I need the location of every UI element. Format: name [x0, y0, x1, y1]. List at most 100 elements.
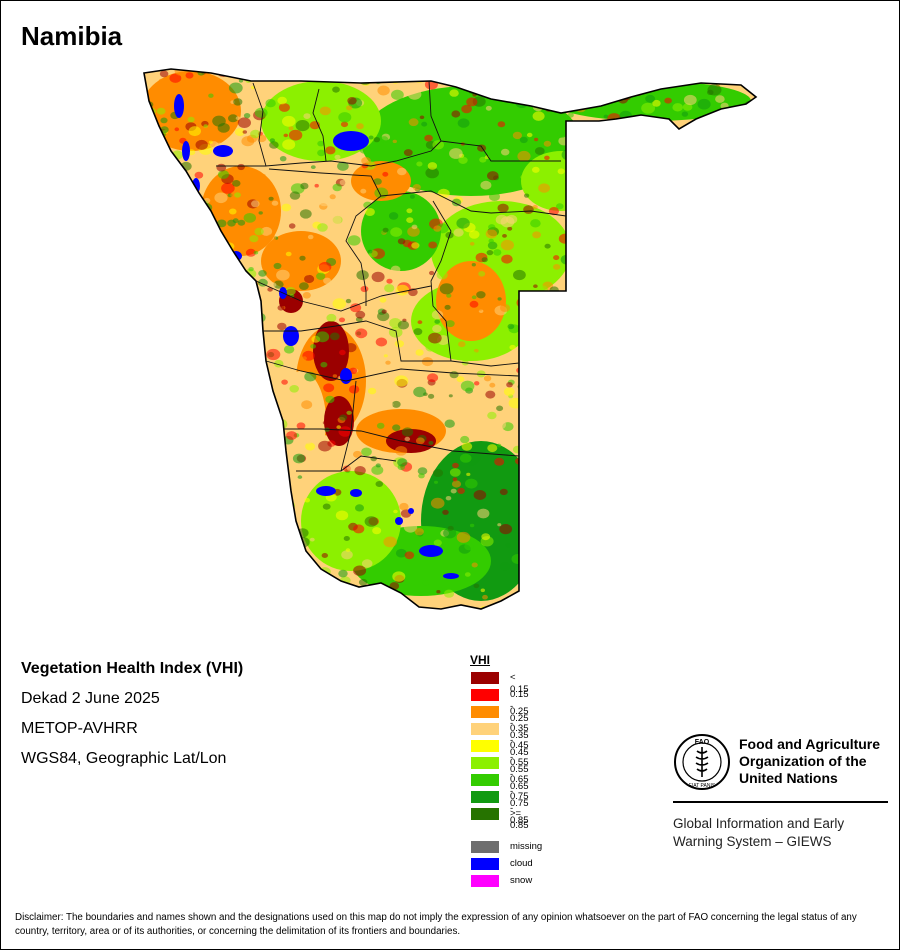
vhi-speckle: [269, 138, 275, 143]
vhi-speckle: [144, 441, 152, 448]
vhi-speckle: [487, 241, 498, 250]
vhi-speckle: [317, 149, 326, 157]
vhi-speckle: [534, 137, 539, 142]
vhi-speckle: [682, 490, 690, 497]
vhi-speckle: [183, 218, 188, 222]
vhi-speckle: [302, 268, 312, 276]
vhi-speckle: [568, 200, 575, 207]
vhi-speckle: [654, 564, 666, 573]
vhi-speckle: [754, 350, 756, 358]
vhi-speckle: [633, 226, 647, 237]
vhi-speckle: [477, 508, 490, 519]
vhi-speckle: [682, 103, 693, 111]
vhi-speckle: [194, 286, 208, 297]
vhi-speckle: [723, 461, 736, 472]
vhi-speckle: [609, 301, 618, 309]
vhi-speckle: [381, 166, 391, 174]
vhi-speckle: [445, 496, 452, 501]
vhi-speckle: [298, 590, 312, 601]
vhi-speckle: [237, 422, 246, 429]
vhi-speckle: [699, 148, 704, 153]
vhi-speckle: [156, 556, 161, 560]
vhi-speckle: [205, 274, 213, 280]
vhi-speckle: [406, 208, 413, 214]
legend-title: VHI: [470, 653, 491, 667]
vhi-speckle: [618, 78, 626, 85]
vhi-speckle: [319, 106, 331, 116]
vhi-speckle: [456, 217, 470, 229]
vhi-speckle: [238, 79, 244, 83]
vhi-speckle: [697, 515, 706, 522]
legend-classes: < 0.15 0.15 - 0.25 0.25 - 0.35 0.35 - 0.45 0…: [470, 670, 529, 831]
vhi-speckle: [593, 302, 606, 313]
vhi-speckle: [310, 165, 316, 170]
vhi-speckle: [183, 511, 193, 520]
vhi-speckle: [304, 274, 315, 284]
vhi-speckle: [457, 487, 465, 494]
projection-text: WGS84, Geographic Lat/Lon: [21, 750, 227, 767]
vhi-speckle: [417, 320, 423, 325]
vhi-speckle: [699, 486, 704, 490]
vhi-speckle: [557, 168, 565, 175]
vhi-speckle: [166, 213, 173, 219]
vhi-speckle: [485, 69, 494, 75]
legend-class-swatch: [471, 723, 499, 735]
vhi-speckle: [681, 393, 688, 399]
vhi-speckle: [686, 186, 697, 195]
vhi-speckle: [750, 387, 755, 391]
vhi-speckle: [355, 310, 366, 319]
vhi-speckle: [174, 277, 188, 289]
legend-class-swatch: [471, 791, 499, 803]
legend-class-row: 0.55 - 0.65: [470, 755, 529, 792]
vhi-speckle: [216, 463, 229, 473]
vhi-speckle: [599, 330, 606, 336]
vhi-speckle: [181, 587, 193, 597]
vhi-speckle: [370, 456, 378, 462]
vhi-speckle: [668, 406, 676, 414]
vhi-speckle: [501, 254, 513, 264]
vhi-speckle: [497, 121, 506, 128]
vhi-speckle: [304, 371, 317, 382]
vhi-speckle: [568, 159, 574, 164]
vhi-speckle: [544, 243, 551, 249]
vhi-speckle: [638, 242, 652, 253]
vhi-speckle: [353, 524, 365, 534]
vhi-speckle: [619, 157, 632, 167]
vhi-speckle: [745, 435, 752, 441]
vhi-speckle: [305, 442, 316, 451]
vhi-speckle: [487, 411, 497, 420]
vhi-speckle: [360, 285, 369, 293]
vhi-speckle: [303, 113, 311, 119]
vhi-speckle: [217, 123, 230, 133]
vhi-speckle: [532, 204, 538, 210]
vhi-speckle: [382, 227, 389, 233]
vhi-speckle: [144, 515, 146, 523]
vhi-speckle: [237, 501, 245, 508]
vhi-speckle: [567, 509, 578, 518]
cloud-patch: [350, 489, 362, 497]
vhi-speckle: [266, 595, 271, 599]
vhi-speckle: [260, 121, 269, 128]
vhi-speckle: [692, 481, 699, 486]
vhi-speckle: [749, 81, 756, 87]
vhi-speckle: [313, 606, 321, 609]
vhi-speckle: [581, 302, 591, 310]
vhi-speckle: [562, 96, 569, 102]
vhi-speckle: [521, 369, 531, 377]
vhi-speckle: [194, 430, 204, 438]
vhi-speckle: [219, 519, 225, 524]
vhi-speckle: [724, 283, 736, 292]
vhi-speckle: [251, 588, 263, 597]
vhi-speckle: [619, 69, 631, 79]
vhi-speckle: [346, 466, 353, 471]
vhi-speckle: [245, 290, 258, 300]
vhi-speckle: [534, 147, 545, 155]
vhi-speckle: [683, 165, 691, 171]
vhi-speckle: [569, 439, 575, 443]
vhi-speckle: [464, 572, 471, 577]
vhi-speckle: [614, 344, 627, 354]
vhi-speckle: [397, 458, 408, 467]
vhi-speckle: [149, 578, 159, 586]
vhi-speckle: [210, 528, 222, 538]
vhi-speckle: [145, 444, 151, 449]
